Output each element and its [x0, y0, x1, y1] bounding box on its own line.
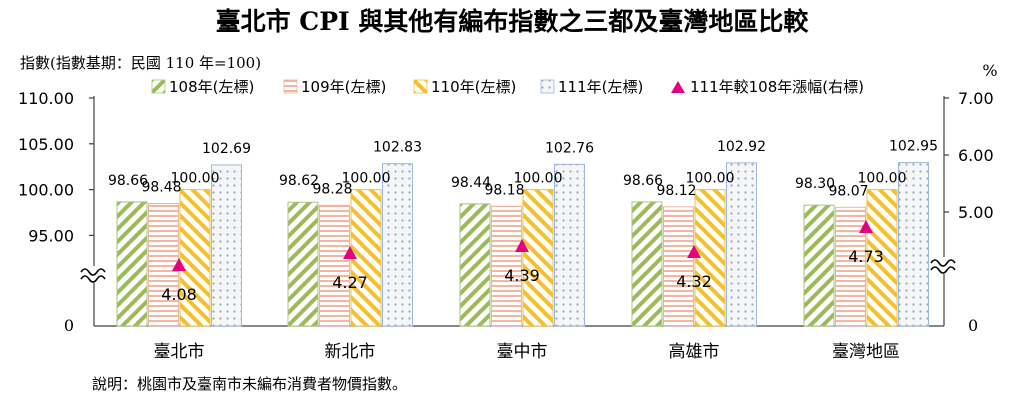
bar-value-label: 98.62 [279, 173, 319, 189]
bar-value-label: 100.00 [686, 171, 735, 187]
growth-marker [859, 220, 873, 233]
bar-value-label: 102.92 [717, 139, 766, 155]
bar-value-label: 98.30 [795, 176, 835, 192]
bar [491, 205, 522, 327]
left-axis-label: 指數(指數基期：民國 110 年=100) [20, 54, 261, 72]
right-tick-label-zero: 0 [968, 316, 978, 335]
legend-swatch [283, 79, 298, 94]
category-label: 新北市 [325, 342, 376, 362]
growth-marker [515, 239, 529, 252]
legend: 108年(左標) 109年(左標) 110年(左標) 111年(左標) 111年較108… [151, 78, 864, 96]
bar-value-label: 98.66 [623, 173, 663, 189]
bar-value-label: 98.18 [484, 182, 524, 198]
bar [319, 204, 350, 327]
bar-value-label: 98.44 [451, 175, 491, 191]
left-tick-label-zero: 0 [64, 316, 74, 335]
bar [459, 203, 491, 327]
growth-value-label: 4.39 [504, 266, 540, 285]
legend-label: 108年(左標) [169, 78, 254, 96]
right-tick-label: 6.00 [958, 146, 994, 165]
chart-title: 臺北市 CPI 與其他有編布指數之三都及臺灣地區比較 [216, 7, 810, 36]
bar-value-label: 100.00 [342, 171, 391, 187]
growth-markers: 4.08 4.27 4.39 4.32 4.73 [161, 220, 884, 304]
bar-value-label: 98.28 [312, 181, 352, 197]
bar-value-label: 102.69 [202, 141, 251, 157]
bar-value-label: 102.83 [373, 140, 422, 156]
category-label: 臺北市 [154, 342, 205, 362]
bar [522, 189, 554, 327]
bar [835, 206, 866, 327]
growth-value-label: 4.27 [332, 273, 368, 292]
right-axis-unit: % [982, 61, 997, 80]
bar-value-label: 100.00 [171, 171, 220, 187]
growth-value-label: 4.32 [676, 272, 712, 291]
bar [663, 206, 694, 327]
growth-marker [687, 245, 701, 258]
data-labels: 98.6698.48100.00102.6998.6298.28100.0010… [108, 139, 938, 200]
legend-swatch [413, 79, 428, 94]
right-tick-label: 7.00 [958, 89, 994, 108]
legend-label: 109年(左標) [301, 78, 386, 96]
bar-value-label: 98.07 [828, 183, 868, 199]
growth-marker [343, 246, 357, 259]
right-axis-break [930, 257, 958, 274]
legend-triangle-marker [671, 81, 685, 93]
bar-value-label: 100.00 [858, 171, 907, 187]
bar-value-label: 98.66 [108, 173, 148, 189]
bar [803, 204, 835, 327]
legend-label: 111年(左標) [558, 78, 643, 96]
growth-value-label: 4.73 [848, 247, 884, 266]
bars [116, 162, 929, 327]
legend-swatch [151, 79, 166, 94]
bar-value-label: 98.48 [141, 180, 181, 196]
bar [554, 163, 585, 327]
right-tick-label: 5.00 [958, 203, 994, 222]
bar [866, 189, 898, 327]
bar [211, 164, 242, 327]
left-tick-label: 110.00 [18, 89, 74, 108]
bar-value-label: 102.76 [545, 140, 594, 156]
left-tick-label: 100.00 [18, 181, 74, 200]
category-label: 臺灣地區 [832, 342, 900, 362]
left-axis-break [80, 266, 108, 283]
bar [287, 201, 319, 327]
bar-value-label: 100.00 [514, 171, 563, 187]
bar [631, 201, 663, 327]
growth-value-label: 4.08 [161, 285, 197, 304]
bar [148, 203, 179, 327]
footnote: 說明：桃園市及臺南市未編布消費者物價指數。 [92, 375, 407, 393]
bar-value-label: 98.12 [656, 183, 696, 199]
bar [179, 189, 211, 327]
bar [116, 201, 148, 327]
left-tick-label: 105.00 [18, 135, 74, 154]
category-labels: 臺北市 新北市 臺中市 高雄市 臺灣地區 [154, 342, 901, 362]
bar-value-label: 102.95 [889, 139, 938, 155]
category-label: 高雄市 [669, 342, 720, 362]
legend-label: 111年較108年漲幅(右標) [690, 78, 864, 96]
legend-label: 110年(左標) [431, 78, 516, 96]
category-label: 臺中市 [497, 342, 548, 362]
bar [382, 163, 413, 327]
left-tick-label: 95.00 [28, 226, 74, 245]
bar [726, 162, 757, 327]
growth-marker [172, 258, 186, 271]
bar [898, 162, 929, 327]
legend-swatch [540, 79, 555, 94]
